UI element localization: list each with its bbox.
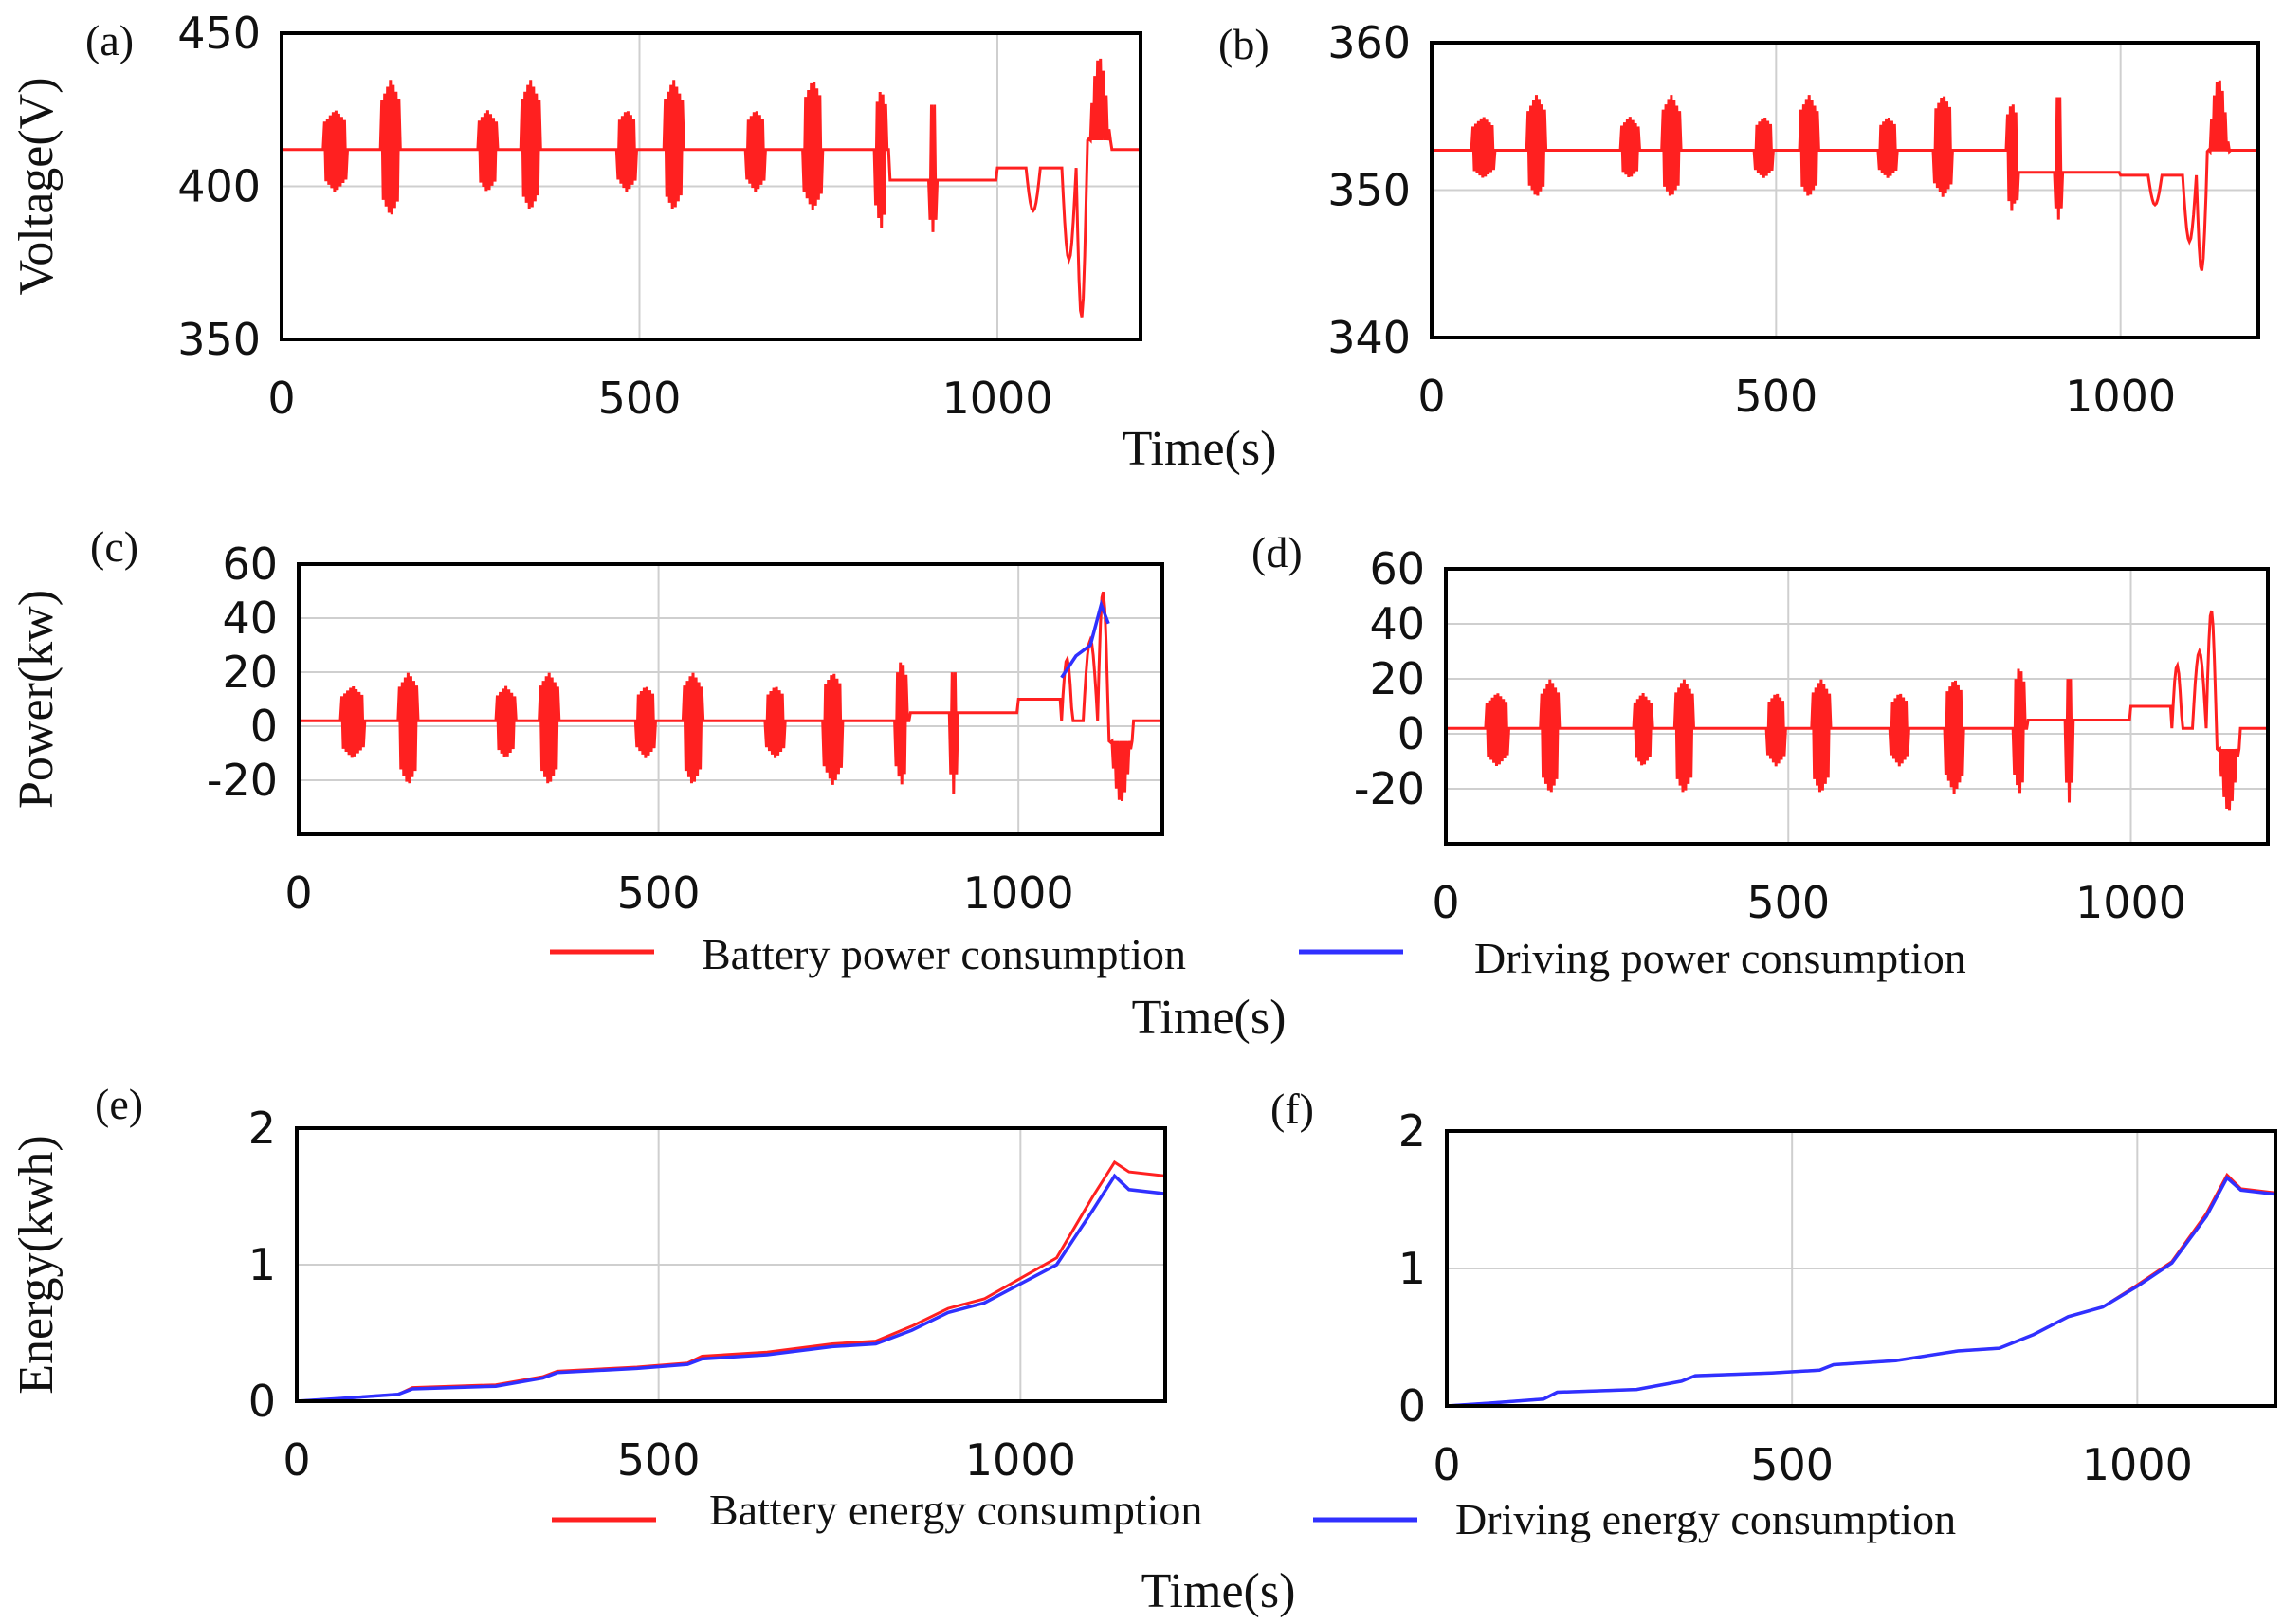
panel-label: (d) — [1251, 528, 1303, 576]
y-tick-label: 340 — [1327, 312, 1411, 363]
x-tick-label: 1000 — [2075, 877, 2186, 928]
plot-frame — [1445, 1129, 2277, 1408]
y-axis-label: Energy(kwh) — [9, 1135, 64, 1394]
panel-label: (c) — [90, 522, 138, 571]
plot-frame — [297, 562, 1164, 836]
y-tick-label: 1 — [1398, 1243, 1426, 1294]
y-tick-label: 0 — [248, 1376, 276, 1427]
y-tick-label: 450 — [177, 8, 261, 59]
x-axis-label-top: Time(s) — [1123, 422, 1277, 476]
legend-energy: Battery energy consumption Driving energ… — [552, 1486, 1956, 1543]
panel-label: (a) — [85, 16, 134, 64]
y-tick-label: 350 — [1327, 165, 1411, 216]
y-tick-label: 1 — [248, 1239, 276, 1290]
y-tick-label: 20 — [1369, 653, 1425, 704]
y-tick-label: 0 — [1398, 1380, 1426, 1432]
series-line-battery-voltage — [282, 58, 1141, 318]
legend-label-battery-power: Battery power consumption — [702, 930, 1186, 978]
x-tick-label: 0 — [1432, 877, 1459, 928]
y-tick-label: 2 — [248, 1103, 276, 1154]
series-line-driving-energy-consumption — [296, 1173, 1166, 1403]
y-tick-label: 40 — [1369, 598, 1425, 649]
x-tick-label: 500 — [1734, 371, 1817, 422]
plot-frame — [1444, 567, 2270, 846]
x-tick-label: 500 — [1746, 877, 1830, 928]
x-tick-label: 1000 — [2082, 1439, 2193, 1490]
x-tick-label: 500 — [617, 1434, 701, 1486]
y-tick-label: 60 — [1369, 543, 1425, 594]
y-tick-label: 0 — [1397, 708, 1425, 759]
x-tick-label: 500 — [1750, 1439, 1834, 1490]
x-tick-label: 1000 — [2065, 371, 2176, 422]
legend-label-driving-energy: Driving energy consumption — [1455, 1495, 1956, 1543]
series-line-battery-energy-consumption — [1446, 1172, 2276, 1408]
legend-power: Battery power consumption Driving power … — [550, 930, 1966, 982]
panel-label: (f) — [1270, 1085, 1314, 1133]
x-tick-label: 1000 — [941, 373, 1052, 424]
x-tick-label: 0 — [267, 373, 295, 424]
series-line-battery-energy-consumption — [296, 1159, 1166, 1403]
x-tick-label: 0 — [283, 1434, 310, 1486]
x-tick-label: 1000 — [965, 1434, 1076, 1486]
panel-label: (e) — [95, 1080, 143, 1128]
panel-f: 0 500 1000 0 1 2 (f) — [1270, 1085, 2277, 1490]
x-tick-label: 500 — [617, 867, 701, 919]
y-tick-label: 350 — [177, 314, 261, 365]
x-tick-label: 0 — [1417, 371, 1445, 422]
x-tick-label: 0 — [1433, 1439, 1460, 1490]
y-tick-label: 2 — [1398, 1105, 1426, 1157]
y-tick-label: 60 — [222, 538, 278, 590]
panel-e: 0 500 1000 0 1 2 (e) Energy(kwh) — [9, 1080, 1167, 1486]
y-tick-label: 40 — [222, 593, 278, 644]
y-tick-label: 0 — [250, 701, 278, 752]
x-tick-label: 1000 — [963, 867, 1074, 919]
panel-b: 0 500 1000 340 350 360 (b) — [1218, 17, 2260, 422]
plot-frame — [295, 1126, 1167, 1403]
series-line-battery-power-consumption — [1446, 610, 2268, 811]
y-tick-label: -20 — [1354, 763, 1425, 814]
x-axis-label-bottom: Time(s) — [1142, 1564, 1296, 1618]
y-tick-label: 20 — [222, 647, 278, 698]
series-line-driving-energy-consumption — [1446, 1175, 2276, 1408]
series-line-driving-power-consumption — [1060, 599, 1110, 679]
legend-label-driving-power: Driving power consumption — [1474, 934, 1966, 982]
panel-label: (b) — [1218, 20, 1269, 68]
x-tick-label: 500 — [598, 373, 682, 424]
x-tick-label: 0 — [284, 867, 312, 919]
y-tick-label: 360 — [1327, 17, 1411, 68]
y-tick-label: -20 — [207, 755, 278, 806]
y-axis-label: Power(kw) — [9, 590, 64, 809]
x-axis-label-middle: Time(s) — [1132, 991, 1287, 1045]
series-line-battery-voltage — [1432, 80, 2258, 271]
plot-frame — [280, 31, 1142, 341]
legend-label-battery-energy: Battery energy consumption — [709, 1486, 1202, 1534]
y-tick-label: 400 — [177, 161, 261, 212]
series-line-battery-power-consumption — [299, 591, 1162, 802]
plot-frame — [1430, 41, 2260, 339]
panel-a: 0 500 1000 350 400 450 (a) Voltage(V) — [9, 8, 1142, 424]
y-axis-label: Voltage(V) — [9, 77, 64, 295]
